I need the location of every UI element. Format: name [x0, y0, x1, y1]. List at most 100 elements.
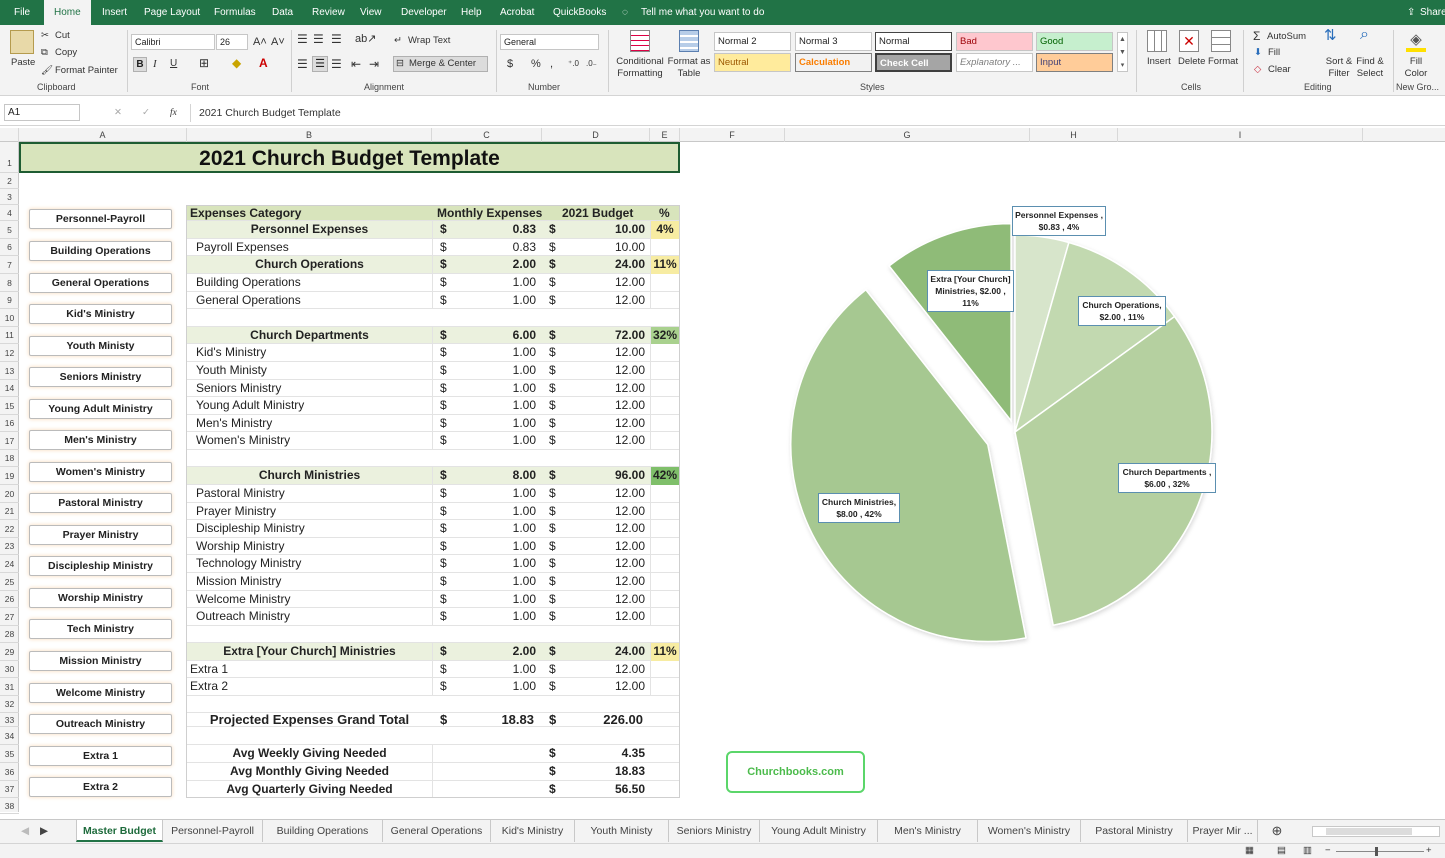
table-row[interactable]: [187, 274, 680, 292]
font-name-box[interactable]: Calibri: [131, 34, 215, 50]
horizontal-scrollbar[interactable]: [1312, 826, 1440, 837]
fill-color-big-icon[interactable]: ◈: [1406, 30, 1426, 52]
row-header[interactable]: 18: [0, 450, 19, 467]
sheet-tab-master-budget[interactable]: Master Budget: [76, 820, 163, 842]
row-header[interactable]: 23: [0, 538, 19, 555]
pie-slice-church-departments[interactable]: [1014, 315, 1213, 627]
row-header[interactable]: 30: [0, 661, 19, 678]
nav-button-prayer-ministry[interactable]: Prayer Ministry: [29, 525, 172, 545]
table-row[interactable]: [187, 344, 680, 362]
table-row[interactable]: [187, 380, 680, 397]
row-header[interactable]: 17: [0, 432, 19, 450]
column-header[interactable]: B: [187, 128, 432, 142]
sheet-tab-youth-ministy[interactable]: Youth Ministy: [575, 820, 669, 842]
row-header[interactable]: 3: [0, 189, 19, 205]
row-header[interactable]: 32: [0, 696, 19, 713]
paste-icon[interactable]: [10, 30, 34, 54]
column-header[interactable]: E: [650, 128, 680, 142]
nav-button-pastoral-ministry[interactable]: Pastoral Ministry: [29, 493, 172, 513]
select-all-corner[interactable]: [0, 128, 19, 142]
pie-label-personnel-expenses[interactable]: Personnel Expenses , $0.83 , 4%: [1012, 206, 1106, 236]
table-row[interactable]: [187, 503, 680, 520]
table-row[interactable]: [187, 397, 680, 415]
sheet-tab-kid-s-ministry[interactable]: Kid's Ministry: [491, 820, 575, 842]
row-header[interactable]: 13: [0, 362, 19, 380]
title-cell[interactable]: 2021 Church Budget Template: [19, 142, 680, 173]
row-header[interactable]: 19: [0, 467, 19, 485]
format-as-table-icon[interactable]: [679, 30, 699, 52]
format-cells-button[interactable]: Format: [1208, 56, 1239, 67]
row-header[interactable]: 14: [0, 380, 19, 397]
nav-button-discipleship-ministry[interactable]: Discipleship Ministry: [29, 556, 172, 576]
next-sheet-icon[interactable]: ▶: [39, 825, 49, 837]
sheet-tab-building-operations[interactable]: Building Operations: [263, 820, 383, 842]
align-middle-icon[interactable]: ☰: [313, 32, 324, 46]
menu-tab-data[interactable]: Data: [272, 7, 294, 18]
row-header[interactable]: 2: [0, 173, 19, 189]
style-normal-2[interactable]: Normal 2: [714, 32, 791, 51]
sort-filter-icon[interactable]: ⇅: [1324, 27, 1337, 44]
cut-icon[interactable]: ✂: [41, 30, 49, 41]
style-input[interactable]: Input: [1036, 53, 1113, 72]
row-header[interactable]: 10: [0, 309, 19, 327]
nav-button-personnel-payroll[interactable]: Personnel-Payroll: [29, 209, 172, 229]
conditional-formatting-icon[interactable]: [630, 30, 650, 52]
bold-button[interactable]: B: [133, 57, 147, 72]
borders-icon[interactable]: ⊞: [199, 56, 210, 70]
style-calculation[interactable]: Calculation: [795, 53, 872, 72]
menu-tab-file[interactable]: File: [14, 7, 31, 18]
insert-function-icon[interactable]: fx: [170, 108, 177, 118]
row-header[interactable]: 16: [0, 415, 19, 432]
row-header[interactable]: 29: [0, 643, 19, 661]
format-painter-icon[interactable]: 🖌: [41, 65, 54, 76]
normal-view-icon[interactable]: ▦: [1245, 845, 1254, 856]
table-row[interactable]: [187, 415, 680, 432]
decrease-indent-icon[interactable]: ⇤: [351, 57, 362, 71]
fill-color-icon[interactable]: ◆: [232, 56, 242, 70]
table-row[interactable]: [187, 485, 680, 503]
percent-button[interactable]: %: [531, 58, 541, 70]
autosum-icon[interactable]: Σ: [1253, 29, 1261, 43]
formula-input[interactable]: 2021 Church Budget Template: [199, 107, 341, 119]
menu-tab-developer[interactable]: Developer: [401, 7, 447, 18]
sort-filter-button[interactable]: Sort & Filter: [1325, 56, 1353, 79]
column-header[interactable]: A: [19, 128, 187, 142]
table-row[interactable]: [187, 239, 680, 256]
font-color-icon[interactable]: A: [259, 56, 268, 70]
font-size-box[interactable]: 26: [216, 34, 248, 50]
style-normal[interactable]: Normal: [875, 32, 952, 51]
row-header[interactable]: 28: [0, 626, 19, 643]
sheet-tab-prayer-mir[interactable]: Prayer Mir ...: [1188, 820, 1258, 842]
page-break-view-icon[interactable]: ▥: [1303, 845, 1312, 856]
page-layout-view-icon[interactable]: ▤: [1277, 845, 1286, 856]
conditional-formatting-button[interactable]: Conditional Formatting: [616, 56, 664, 79]
table-row[interactable]: [187, 538, 680, 555]
clear-button[interactable]: Clear: [1268, 64, 1291, 75]
row-header[interactable]: 25: [0, 573, 19, 591]
zoom-out-icon[interactable]: −: [1325, 845, 1331, 856]
cancel-icon[interactable]: ✕: [114, 107, 122, 118]
underline-button[interactable]: U: [170, 58, 178, 69]
styles-scroll-icon[interactable]: ▲ ▼ ▾: [1117, 32, 1128, 72]
menu-tab-insert[interactable]: Insert: [102, 7, 128, 18]
clear-icon[interactable]: ◇: [1254, 64, 1262, 75]
currency-button[interactable]: $: [507, 58, 514, 70]
tell-me-search[interactable]: Tell me what you want to do: [641, 7, 765, 18]
zoom-slider-thumb[interactable]: [1375, 847, 1378, 856]
nav-button-extra-2[interactable]: Extra 2: [29, 777, 172, 797]
row-header[interactable]: 1: [0, 142, 19, 173]
table-row[interactable]: [187, 432, 680, 450]
grow-font-icon[interactable]: A˄: [253, 36, 267, 48]
wrap-text-button[interactable]: Wrap Text: [408, 35, 451, 46]
row-header[interactable]: 5: [0, 221, 19, 239]
new-sheet-icon[interactable]: ⊕: [1271, 823, 1283, 838]
row-header[interactable]: 27: [0, 608, 19, 626]
nav-button-worship-ministry[interactable]: Worship Ministry: [29, 588, 172, 608]
row-header[interactable]: 34: [0, 727, 19, 745]
row-header[interactable]: 8: [0, 274, 19, 292]
sheet-tab-young-adult-ministry[interactable]: Young Adult Ministry: [760, 820, 878, 842]
style-neutral[interactable]: Neutral: [714, 53, 791, 72]
row-header[interactable]: 4: [0, 205, 19, 221]
sheet-tab-personnel-payroll[interactable]: Personnel-Payroll: [163, 820, 263, 842]
pie-label-church-departments[interactable]: Church Departments , $6.00 , 32%: [1118, 463, 1216, 493]
